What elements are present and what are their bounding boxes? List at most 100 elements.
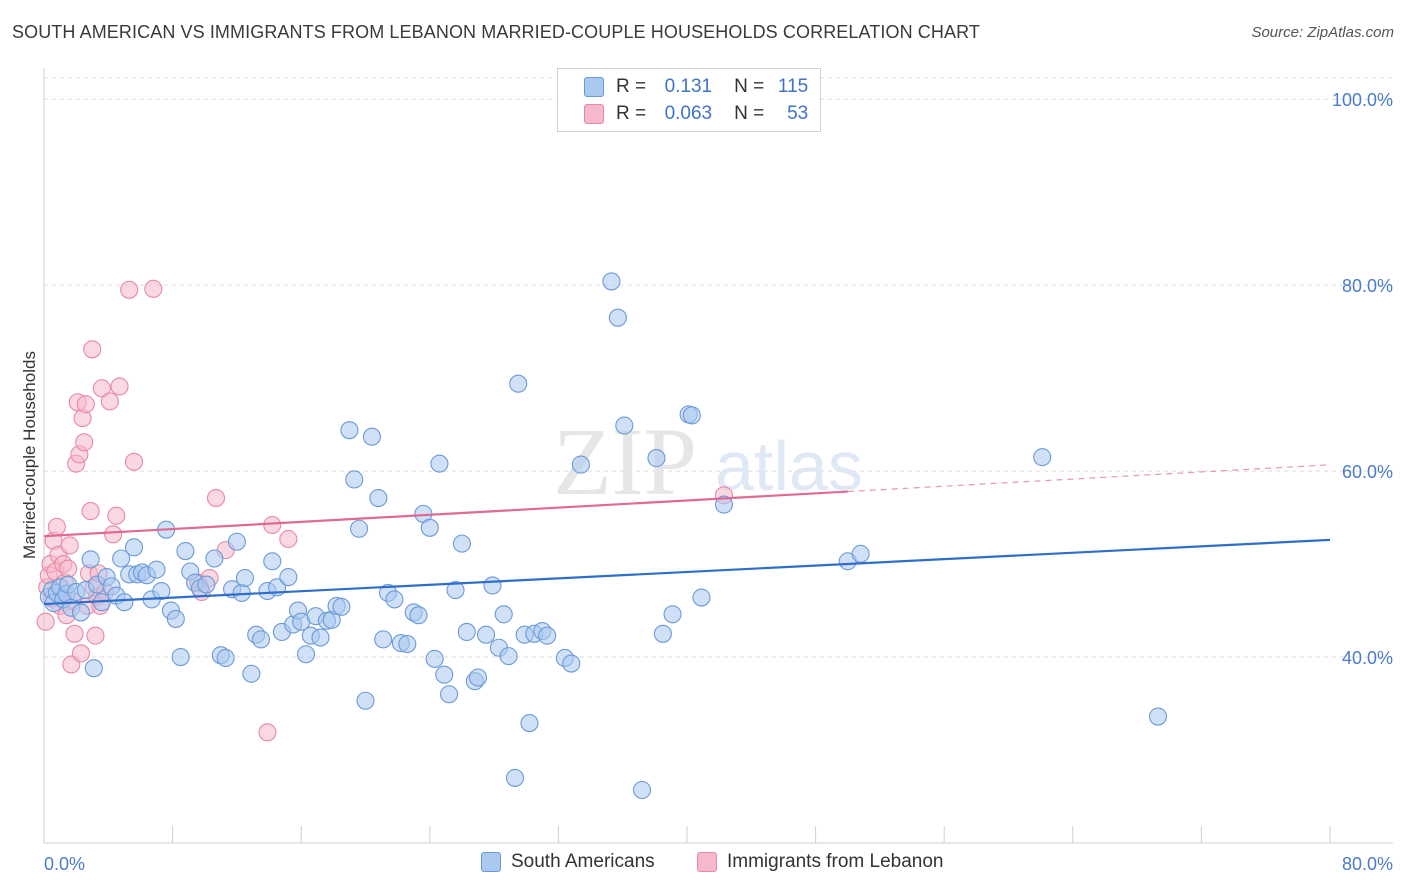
lebanon-point [107,506,126,525]
south-american-point [197,575,216,594]
legend-n-value: 115 [777,76,809,97]
lebanon-point [263,515,282,535]
south-american-point [350,519,369,538]
south-american-point [457,622,476,641]
south-american-point [84,659,103,678]
lebanon-trend-extension [847,464,1331,493]
source-label: Source: ZipAtlas.com [1251,24,1394,41]
south-american-point [115,593,134,612]
y-axis-label: Married-couple Households [20,351,39,559]
south-american-point [296,645,316,664]
legend-row-lebanon: R = 0.063 N = 53 [584,102,808,126]
lebanon-point [279,529,298,549]
south-american-point [468,668,488,687]
south-american-trend-line [43,538,1331,606]
lebanon-point [144,279,163,298]
lebanon-point [124,452,144,471]
south-american-point [499,647,518,666]
lebanon-point [59,559,78,578]
lebanon-point [60,536,79,555]
south-american-point [235,568,254,588]
south-american-point [435,665,454,684]
south-american-point [1033,448,1052,467]
south-american-point [409,606,428,625]
south-american-point [332,597,351,616]
south-american-point [452,534,472,553]
south-american-point [562,654,581,673]
south-american-point [608,308,627,327]
blue-swatch-icon [584,77,604,97]
x-tick-label: 80.0% [1342,854,1393,874]
south-american-point [147,560,166,579]
south-american-point [112,549,131,568]
south-american-point [374,630,393,649]
lebanon-point [71,644,91,663]
y-tick-label: 60.0% [1342,462,1393,482]
tick-labels: 40.0% 60.0% 80.0% 100.0% 0.0% 80.0% [44,90,1393,874]
lebanon-point [206,489,226,508]
south-american-point [692,588,711,607]
legend-r-label: R = [616,103,647,124]
south-american-point [632,780,652,800]
south-american-point [505,768,525,787]
south-american-point [446,581,465,600]
legend-row-south-americans: R = 0.131 N = 115 [584,75,808,99]
correlation-legend: R = 0.131 N = 115 R = 0.063 N = 53 [557,68,821,132]
south-american-point [124,538,144,557]
pink-swatch-icon [697,852,717,872]
south-american-point [227,532,246,551]
south-american-point [571,455,590,474]
pink-swatch-icon [584,104,604,124]
blue-swatch-icon [481,852,501,872]
south-american-point [166,609,185,628]
south-american-point [263,552,282,571]
south-american-point [425,649,444,668]
south-american-point [430,454,449,473]
south-american-point [340,421,359,440]
south-american-point [653,624,672,643]
lebanon-point [92,379,111,398]
south-american-point [71,603,91,622]
south-american-point [615,416,634,435]
south-american-point [483,576,502,595]
legend-r-label: R = [616,76,647,97]
lebanon-point [104,525,123,544]
south-american-point [682,406,701,425]
south-american-point [205,549,224,568]
y-tick-label: 100.0% [1332,90,1393,110]
south-american-point [356,691,375,710]
south-american-point [251,630,271,649]
south-american-point [171,647,190,667]
south-american-point [1148,707,1168,726]
legend-n-label: N = [734,103,765,124]
lebanon-point [83,340,102,359]
chart-title: SOUTH AMERICAN VS IMMIGRANTS FROM LEBANO… [12,22,980,42]
south-american-point [398,634,417,654]
bottom-legend-label: South Americans [511,851,655,872]
south-american-point [311,628,330,647]
south-american-points [39,272,1168,800]
y-tick-label: 80.0% [1342,276,1393,296]
lebanon-trend-line [43,490,848,538]
south-american-point [242,664,261,683]
south-american-point [385,590,404,609]
lebanon-point [65,624,84,643]
south-american-point [538,626,557,645]
lebanon-point [258,723,277,742]
watermark-atlas: atlas [715,427,863,505]
legend-r-value: 0.063 [664,103,713,124]
south-american-point [279,568,298,587]
south-american-point [420,518,439,537]
lebanon-point [110,377,129,396]
legend-n-value: 53 [787,103,809,124]
lebanon-point [86,626,105,645]
legend-r-value: 0.131 [664,76,713,97]
lebanon-point [47,517,66,536]
south-american-point [663,605,682,624]
south-american-point [509,374,528,393]
south-american-point [81,550,100,569]
south-american-point [520,714,539,733]
y-tick-label: 40.0% [1342,648,1393,668]
trend-lines [43,464,1331,606]
